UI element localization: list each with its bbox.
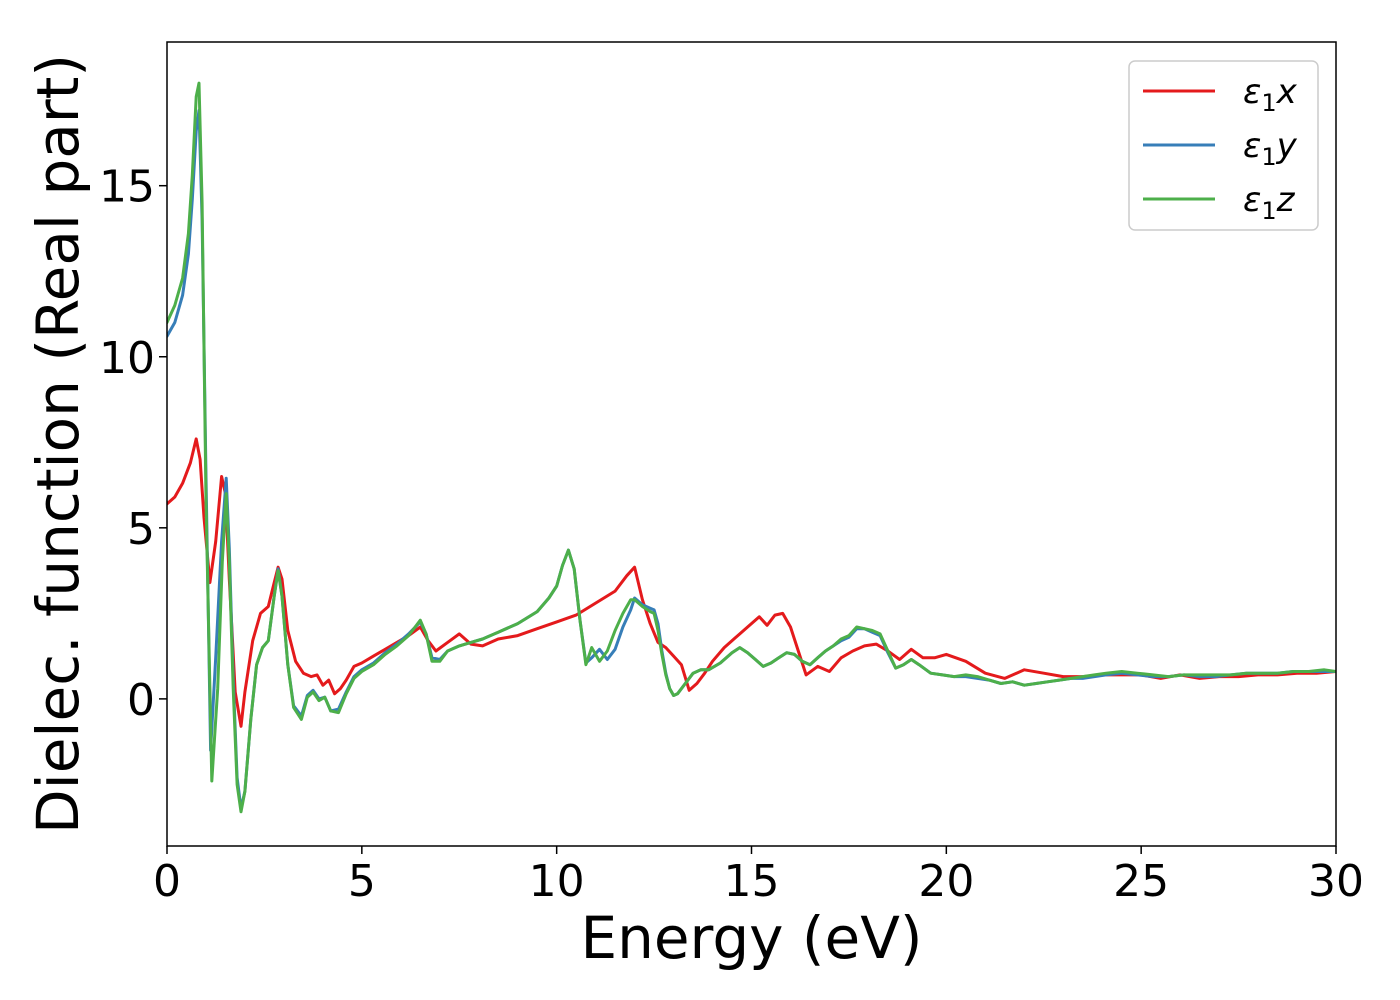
x-tick-label: 10 [529, 856, 585, 907]
y-tick-label: 15 [99, 162, 155, 213]
x-tick-label: 20 [918, 856, 974, 907]
series-layer [167, 81, 1336, 814]
legend-label: ε1z [1243, 180, 1296, 225]
series-line-x [167, 437, 1336, 728]
x-axis: 0 5 10 15 20 25 30 [153, 846, 1364, 907]
legend: ε1x ε1y ε1z [1128, 60, 1319, 231]
x-tick-label: 30 [1308, 856, 1364, 907]
legend-label: ε1x [1243, 72, 1298, 117]
y-axis-title: Dielec. function (Real part) [24, 54, 92, 834]
x-tick-label: 5 [348, 856, 376, 907]
series-line-z [167, 81, 1336, 814]
x-tick-label: 0 [153, 856, 181, 907]
y-tick-label: 10 [99, 333, 155, 384]
x-tick-label: 25 [1113, 856, 1169, 907]
legend-box [1128, 60, 1319, 231]
y-tick-label: 0 [127, 675, 155, 726]
x-axis-title: Energy (eV) [580, 904, 922, 972]
y-tick-label: 5 [127, 504, 155, 555]
legend-label: ε1y [1243, 126, 1298, 171]
x-tick-label: 15 [724, 856, 780, 907]
y-axis: 0 5 10 15 [99, 162, 167, 726]
